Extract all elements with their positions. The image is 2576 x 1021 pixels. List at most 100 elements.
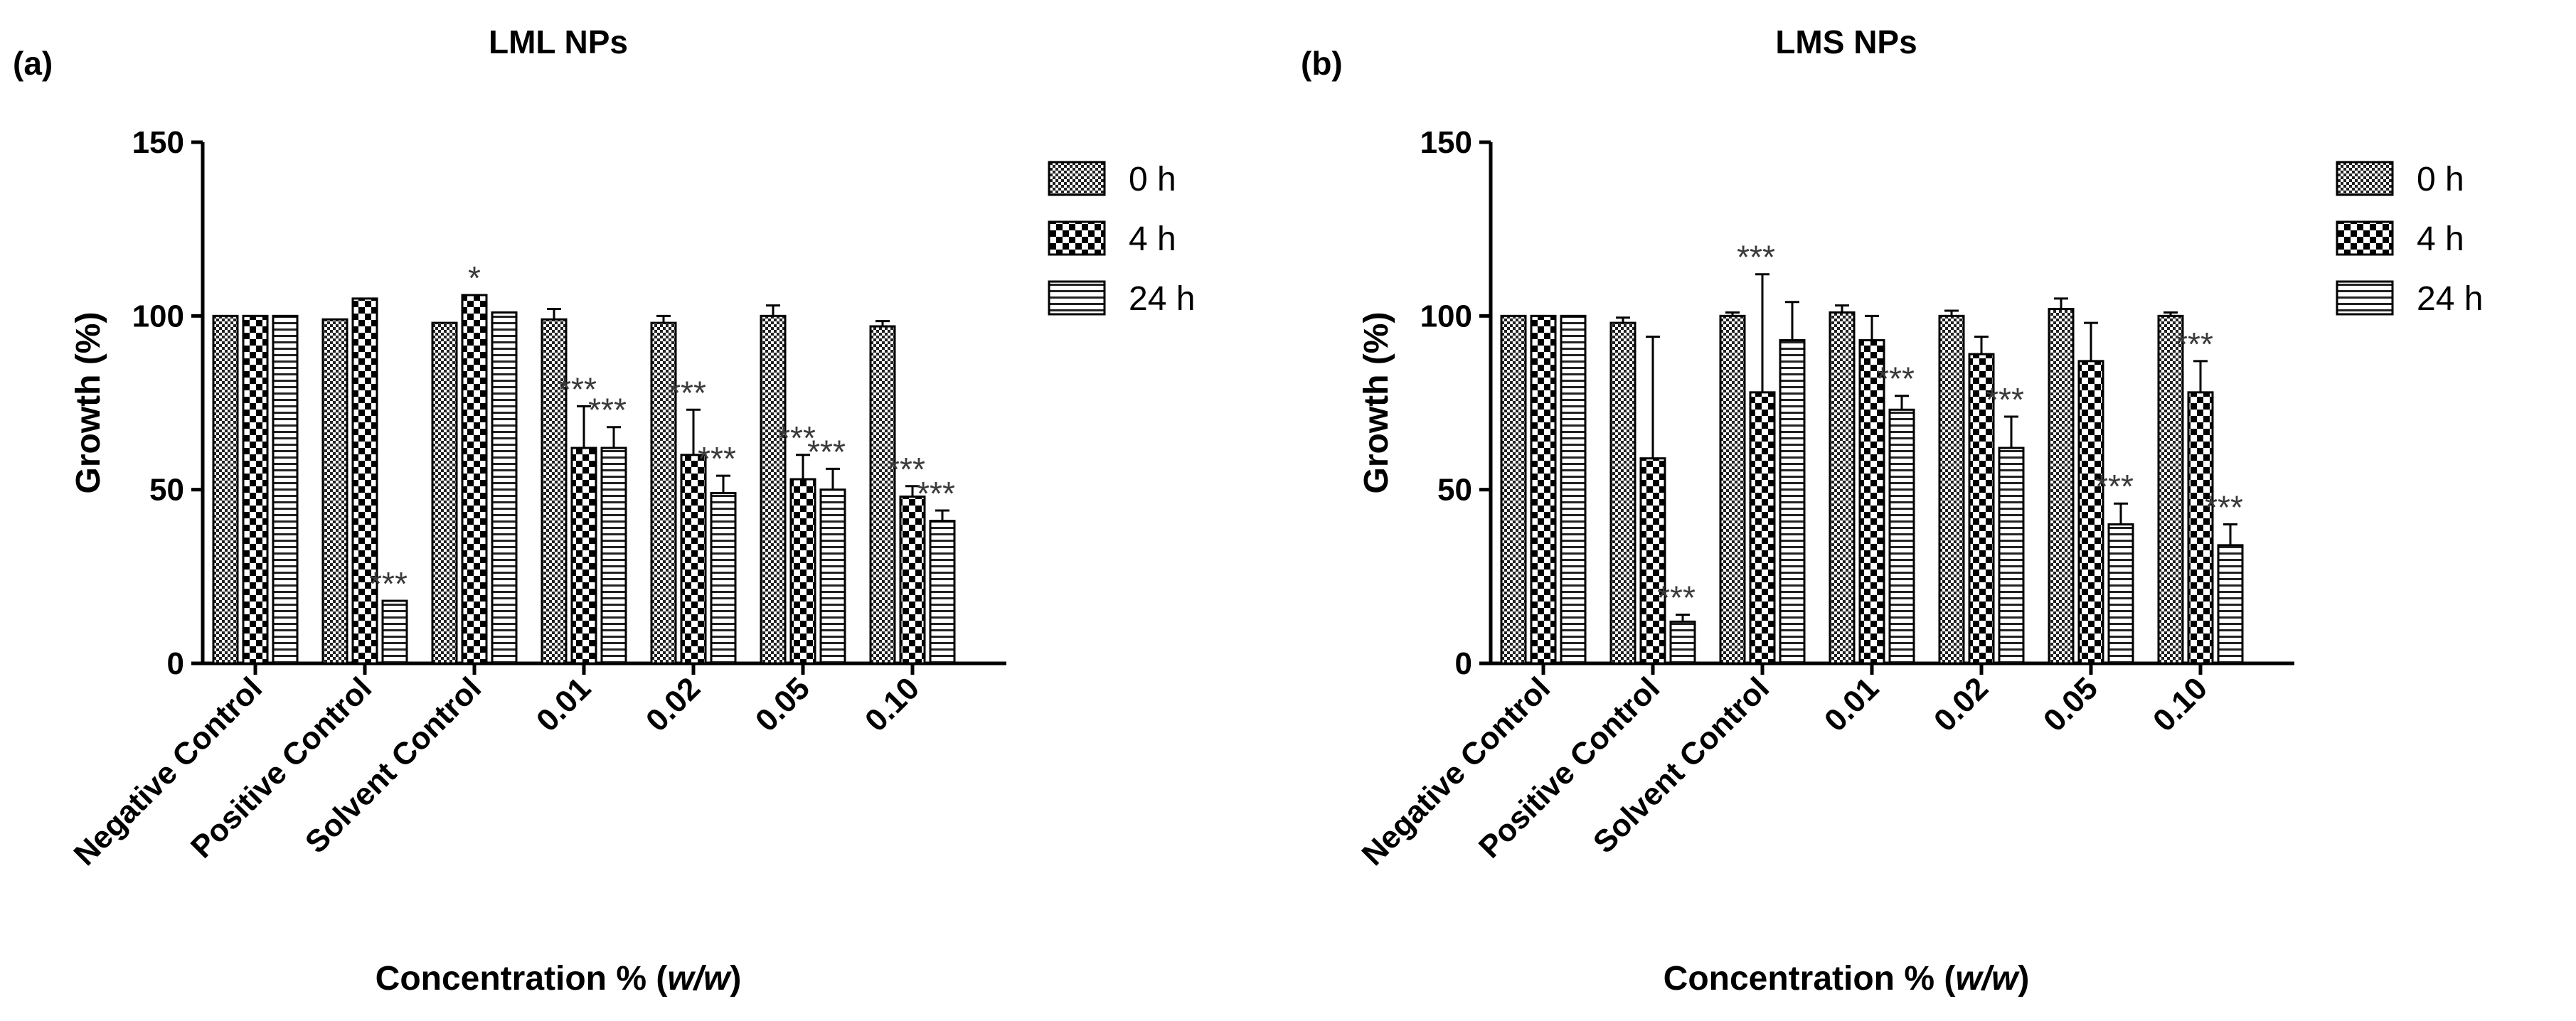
x-tick-label: 0.01 (530, 670, 597, 738)
bar (381, 599, 408, 665)
significance-label: *** (1657, 579, 1696, 616)
legend-swatch (2336, 220, 2394, 256)
bar (321, 318, 348, 665)
bar (1779, 339, 1806, 665)
x-tick-label: Negative Control (1355, 670, 1557, 872)
bar (461, 294, 488, 665)
bar (1639, 457, 1666, 665)
significance-label: *** (668, 374, 706, 411)
x-axis-label-suffix: ) (2018, 960, 2029, 998)
bar (2157, 314, 2184, 665)
x-tick-label: 0.01 (1818, 670, 1885, 738)
legend-label: 4 h (1129, 220, 1176, 258)
x-tick-label: Positive Control (184, 670, 378, 865)
bar (1998, 447, 2025, 665)
bar (541, 318, 568, 665)
bar (680, 454, 707, 665)
bar (2217, 544, 2244, 665)
bar (1609, 321, 1636, 665)
bar (869, 325, 896, 665)
bar (1560, 314, 1587, 665)
x-axis-label-prefix: Concentration % ( (1664, 960, 1956, 998)
y-tick-label: 150 (132, 125, 184, 160)
y-tick-label: 100 (132, 299, 184, 333)
bar (600, 447, 627, 665)
x-axis-label-italic: w/w (1955, 960, 2020, 998)
x-axis-label: Concentration % (w/w) (1664, 960, 2030, 998)
x-tick-label: 0.02 (1927, 670, 1995, 738)
significance-label: *** (807, 433, 846, 470)
x-tick-label: 0.05 (749, 670, 816, 738)
y-tick-label: 50 (1437, 473, 1472, 508)
significance-label: *** (369, 565, 408, 602)
x-tick-label: 0.10 (2146, 670, 2214, 738)
legend-swatch (2336, 280, 2394, 316)
legend-label: 24 h (1129, 280, 1195, 318)
bar (570, 447, 597, 665)
bar (2077, 360, 2104, 665)
significance-label: *** (698, 440, 736, 477)
significance-label: *** (2175, 326, 2213, 363)
bar (431, 321, 458, 665)
y-tick-label: 100 (1420, 299, 1472, 333)
chart-panel-a: (a) LML NPs 0 50 100 150 Growth (%) Negative Co… (13, 23, 1195, 998)
significance-label: *** (887, 451, 925, 488)
bar (491, 311, 518, 665)
x-tick-label: 0.05 (2037, 670, 2104, 738)
chart-a: (a) LML NPs 0 50 100 150 Growth (%) Negative Co… (13, 23, 1195, 998)
significance-label: *** (1737, 239, 1775, 276)
bar (1530, 314, 1557, 665)
y-tick-label: 0 (167, 646, 184, 681)
bar (1938, 314, 1965, 665)
legend-swatch (1048, 161, 1106, 196)
bar (710, 492, 737, 665)
chart-panel-b: (b) LMS NPs 0 50 100 150 Growth (%) Negative Co… (1288, 0, 2576, 1021)
x-tick-label: Positive Control (1472, 670, 1666, 865)
significance-label: *** (558, 370, 597, 407)
bar (272, 314, 299, 665)
panel-label: (b) (1301, 45, 1343, 82)
legend-swatch (1048, 220, 1106, 256)
legend-swatch (1048, 280, 1106, 316)
bar (1968, 353, 1995, 665)
x-axis-label: Concentration % (w/w) (376, 960, 742, 998)
y-tick-label: 150 (1420, 125, 1472, 160)
bar (819, 488, 846, 665)
bar (760, 314, 787, 665)
bar (1500, 314, 1527, 665)
y-tick-label: 0 (1455, 646, 1472, 681)
y-tick-label: 50 (149, 473, 184, 508)
legend-swatch (2336, 161, 2394, 196)
chart-title: LMS NPs (1775, 23, 1917, 60)
y-axis-label: Growth (%) (70, 312, 107, 494)
x-tick-label: Negative Control (67, 670, 269, 872)
y-axis-label: Growth (%) (1358, 312, 1395, 494)
bar (2107, 523, 2134, 665)
bar (2187, 391, 2214, 665)
x-axis-label-prefix: Concentration % ( (376, 960, 668, 998)
bar (899, 495, 926, 665)
legend-label: 0 h (1129, 161, 1176, 198)
significance-label: *** (2095, 468, 2134, 505)
bar (1749, 391, 1776, 665)
bar (351, 297, 378, 665)
bar (1829, 311, 1856, 665)
bar (929, 520, 956, 665)
significance-label: *** (1986, 381, 2024, 418)
x-axis-label-italic: w/w (667, 960, 732, 998)
x-tick-label: 0.02 (639, 670, 707, 738)
legend-label: 4 h (2417, 220, 2464, 258)
bar (2048, 308, 2075, 665)
x-tick-label: 0.10 (858, 670, 926, 738)
significance-label: *** (2205, 489, 2243, 526)
legend-label: 0 h (2417, 161, 2464, 198)
legend-label: 24 h (2417, 280, 2483, 318)
significance-label: *** (777, 419, 816, 456)
bar (1669, 620, 1696, 665)
significance-label: * (468, 260, 481, 296)
bar (789, 478, 816, 665)
bar (212, 314, 239, 665)
significance-label: *** (917, 475, 955, 512)
significance-label: *** (1876, 360, 1915, 397)
chart-b: (b) LMS NPs 0 50 100 150 Growth (%) Negative Co… (1301, 23, 2483, 998)
